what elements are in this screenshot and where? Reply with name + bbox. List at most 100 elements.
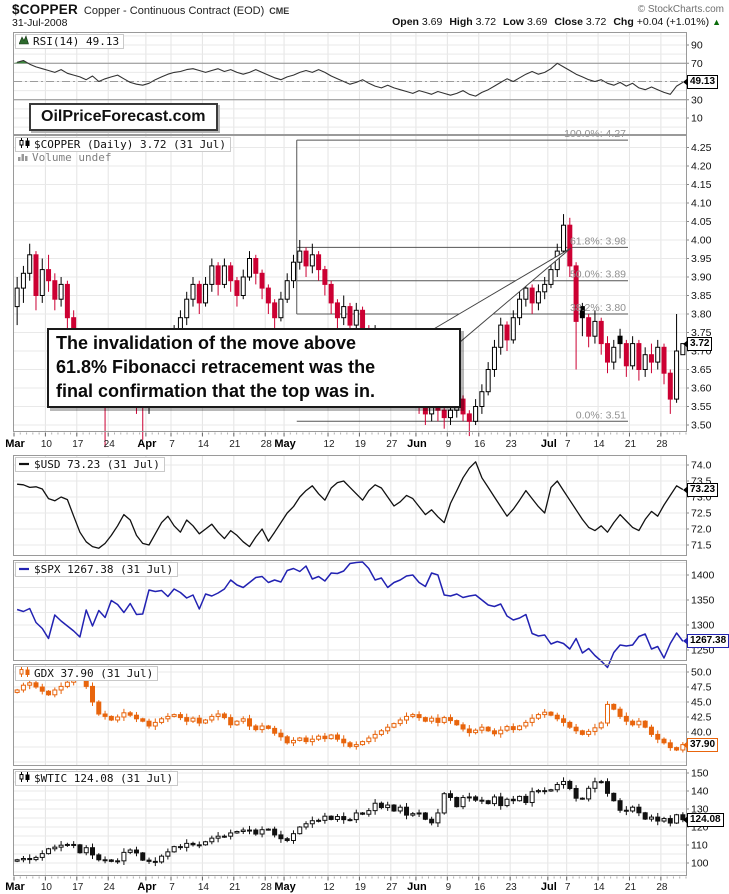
copper-axis-label: 4.10 bbox=[691, 198, 712, 210]
date-tick-label: 28 bbox=[261, 439, 273, 450]
copper-axis-label: 3.80 bbox=[691, 309, 712, 321]
usd-axis-label: 72.0 bbox=[691, 524, 712, 536]
copper-axis-label: 3.75 bbox=[691, 327, 712, 339]
gdx-last-price-badge: 37.90 bbox=[682, 737, 719, 752]
chart-date-row: 31-Jul-2008 bbox=[12, 17, 67, 29]
usd-axis-label: 72.5 bbox=[691, 508, 712, 520]
date-tick-label: 27 bbox=[386, 882, 398, 893]
date-tick-label: 19 bbox=[355, 439, 367, 450]
date-tick-label: 14 bbox=[594, 439, 606, 450]
date-tick-label: 7 bbox=[169, 439, 175, 450]
date-tick-label: Jun bbox=[407, 438, 427, 450]
volume-bars-icon bbox=[18, 151, 28, 164]
volume-legend-label: Volume undef bbox=[32, 151, 112, 164]
wtic-axis-label: 110 bbox=[691, 840, 708, 852]
date-tick-label: Jul bbox=[541, 438, 557, 450]
high-label: High bbox=[449, 16, 473, 28]
volume-legend: Volume undef bbox=[15, 151, 115, 164]
rsi-legend: RSI(14) 49.13 bbox=[15, 34, 125, 49]
date-tick-label: 21 bbox=[625, 882, 637, 893]
credit: © StockCharts.com bbox=[638, 4, 724, 15]
low-value: 3.69 bbox=[526, 16, 548, 28]
gdx-axis-label: 45.0 bbox=[691, 697, 712, 709]
date-tick-label: 9 bbox=[446, 882, 452, 893]
gdx-axis-label: 42.5 bbox=[691, 712, 712, 724]
date-tick-label: Jul bbox=[541, 881, 557, 893]
date-tick-label: 14 bbox=[198, 439, 210, 450]
date-tick-label: 28 bbox=[656, 882, 668, 893]
change-label: Chg bbox=[613, 16, 634, 28]
date-tick-label: 7 bbox=[169, 882, 175, 893]
gdx-axis-label: 40.0 bbox=[691, 727, 712, 739]
spx-last-price-badge: 1267.38 bbox=[682, 634, 729, 649]
copper-legend: $COPPER (Daily) 3.72 (31 Jul) bbox=[15, 137, 232, 152]
date-tick-label: 17 bbox=[72, 882, 84, 893]
spx-axis-label: 1400 bbox=[691, 570, 715, 582]
date-tick-label: 17 bbox=[72, 439, 84, 450]
usd-last-price-badge: 73.23 bbox=[682, 482, 719, 497]
date-tick-label: 21 bbox=[625, 439, 637, 450]
rsi-axis-label: 30 bbox=[691, 94, 703, 106]
date-tick-label: 16 bbox=[474, 882, 486, 893]
copper-axis-label: 4.15 bbox=[691, 179, 712, 191]
copper-axis-label: 4.00 bbox=[691, 235, 712, 247]
rsi-last-price-badge: 49.13 bbox=[682, 75, 719, 90]
close-label: Close bbox=[554, 16, 583, 28]
copper-legend-label: $COPPER (Daily) 3.72 (31 Jul) bbox=[34, 138, 227, 151]
wtic-axis-label: 150 bbox=[691, 768, 709, 780]
wtic-last-price-badge: 124.08 bbox=[683, 812, 724, 827]
gdx-axis-label: 50.0 bbox=[691, 667, 712, 679]
spx-axis-label: 1350 bbox=[691, 595, 715, 607]
date-tick-label: Mar bbox=[5, 881, 25, 893]
rsi-axis-label: 90 bbox=[691, 40, 703, 52]
spx-legend-label: $SPX 1267.38 (31 Jul) bbox=[34, 563, 174, 576]
rsi-icon bbox=[18, 35, 29, 48]
copper-axis-label: 3.55 bbox=[691, 401, 712, 413]
date-tick-label: 10 bbox=[41, 882, 53, 893]
fib-level-label: 61.8%: 3.98 bbox=[570, 235, 626, 247]
date-tick-label: 7 bbox=[565, 439, 571, 450]
date-tick-label: 14 bbox=[594, 882, 606, 893]
usd-axis-label: 71.5 bbox=[691, 540, 712, 552]
date-tick-label: 10 bbox=[41, 439, 53, 450]
usd-axis-label: 74.0 bbox=[691, 460, 712, 472]
date-tick-label: Mar bbox=[5, 438, 25, 450]
wtic-axis-label: 130 bbox=[691, 804, 709, 816]
ticker-symbol: $COPPER bbox=[12, 2, 78, 17]
candlestick-icon bbox=[19, 667, 30, 680]
rsi-axis-label: 70 bbox=[691, 58, 703, 70]
line-icon bbox=[19, 563, 30, 576]
gdx-axis-label: 47.5 bbox=[691, 682, 712, 694]
date-tick-label: 12 bbox=[323, 439, 335, 450]
stockcharts-credit: © StockCharts.com bbox=[637, 4, 724, 15]
up-arrow-icon: ▲ bbox=[712, 17, 721, 27]
wtic-legend-label: $WTIC 124.08 (31 Jul) bbox=[34, 772, 174, 785]
fib-level-label: 0.0%: 3.51 bbox=[576, 409, 626, 421]
date-tick-label: Jun bbox=[407, 881, 427, 893]
rsi-legend-label: RSI(14) 49.13 bbox=[33, 35, 120, 48]
open-value: 3.69 bbox=[421, 16, 443, 28]
date-tick-label: May bbox=[274, 438, 296, 450]
wtic-axis-label: 100 bbox=[691, 858, 709, 870]
annotation-callout: The invalidation of the move above 61.8%… bbox=[47, 328, 461, 408]
close-value: 3.72 bbox=[585, 16, 607, 28]
header-title-row: $COPPER Copper - Continuous Contract (EO… bbox=[12, 2, 289, 17]
quote-row: Open 3.69 High 3.72 Low 3.69 Close 3.72 … bbox=[385, 16, 721, 28]
chart-date: 31-Jul-2008 bbox=[12, 17, 68, 29]
date-tick-label: 21 bbox=[229, 439, 241, 450]
copper-last-price-badge: 3.72 bbox=[682, 336, 713, 351]
usd-legend-label: $USD 73.23 (31 Jul) bbox=[34, 458, 160, 471]
low-label: Low bbox=[503, 16, 525, 28]
date-tick-label: 7 bbox=[565, 882, 571, 893]
spx-axis-label: 1300 bbox=[691, 620, 715, 632]
spx-legend: $SPX 1267.38 (31 Jul) bbox=[15, 562, 179, 577]
date-tick-label: 24 bbox=[104, 882, 116, 893]
usd-legend: $USD 73.23 (31 Jul) bbox=[15, 457, 165, 472]
date-tick-label: 12 bbox=[323, 882, 335, 893]
date-tick-label: 16 bbox=[474, 439, 486, 450]
watermark: OilPriceForecast.com bbox=[29, 103, 218, 131]
date-tick-label: 9 bbox=[446, 439, 452, 450]
fib-level-label: 50.0%: 3.89 bbox=[570, 269, 626, 281]
